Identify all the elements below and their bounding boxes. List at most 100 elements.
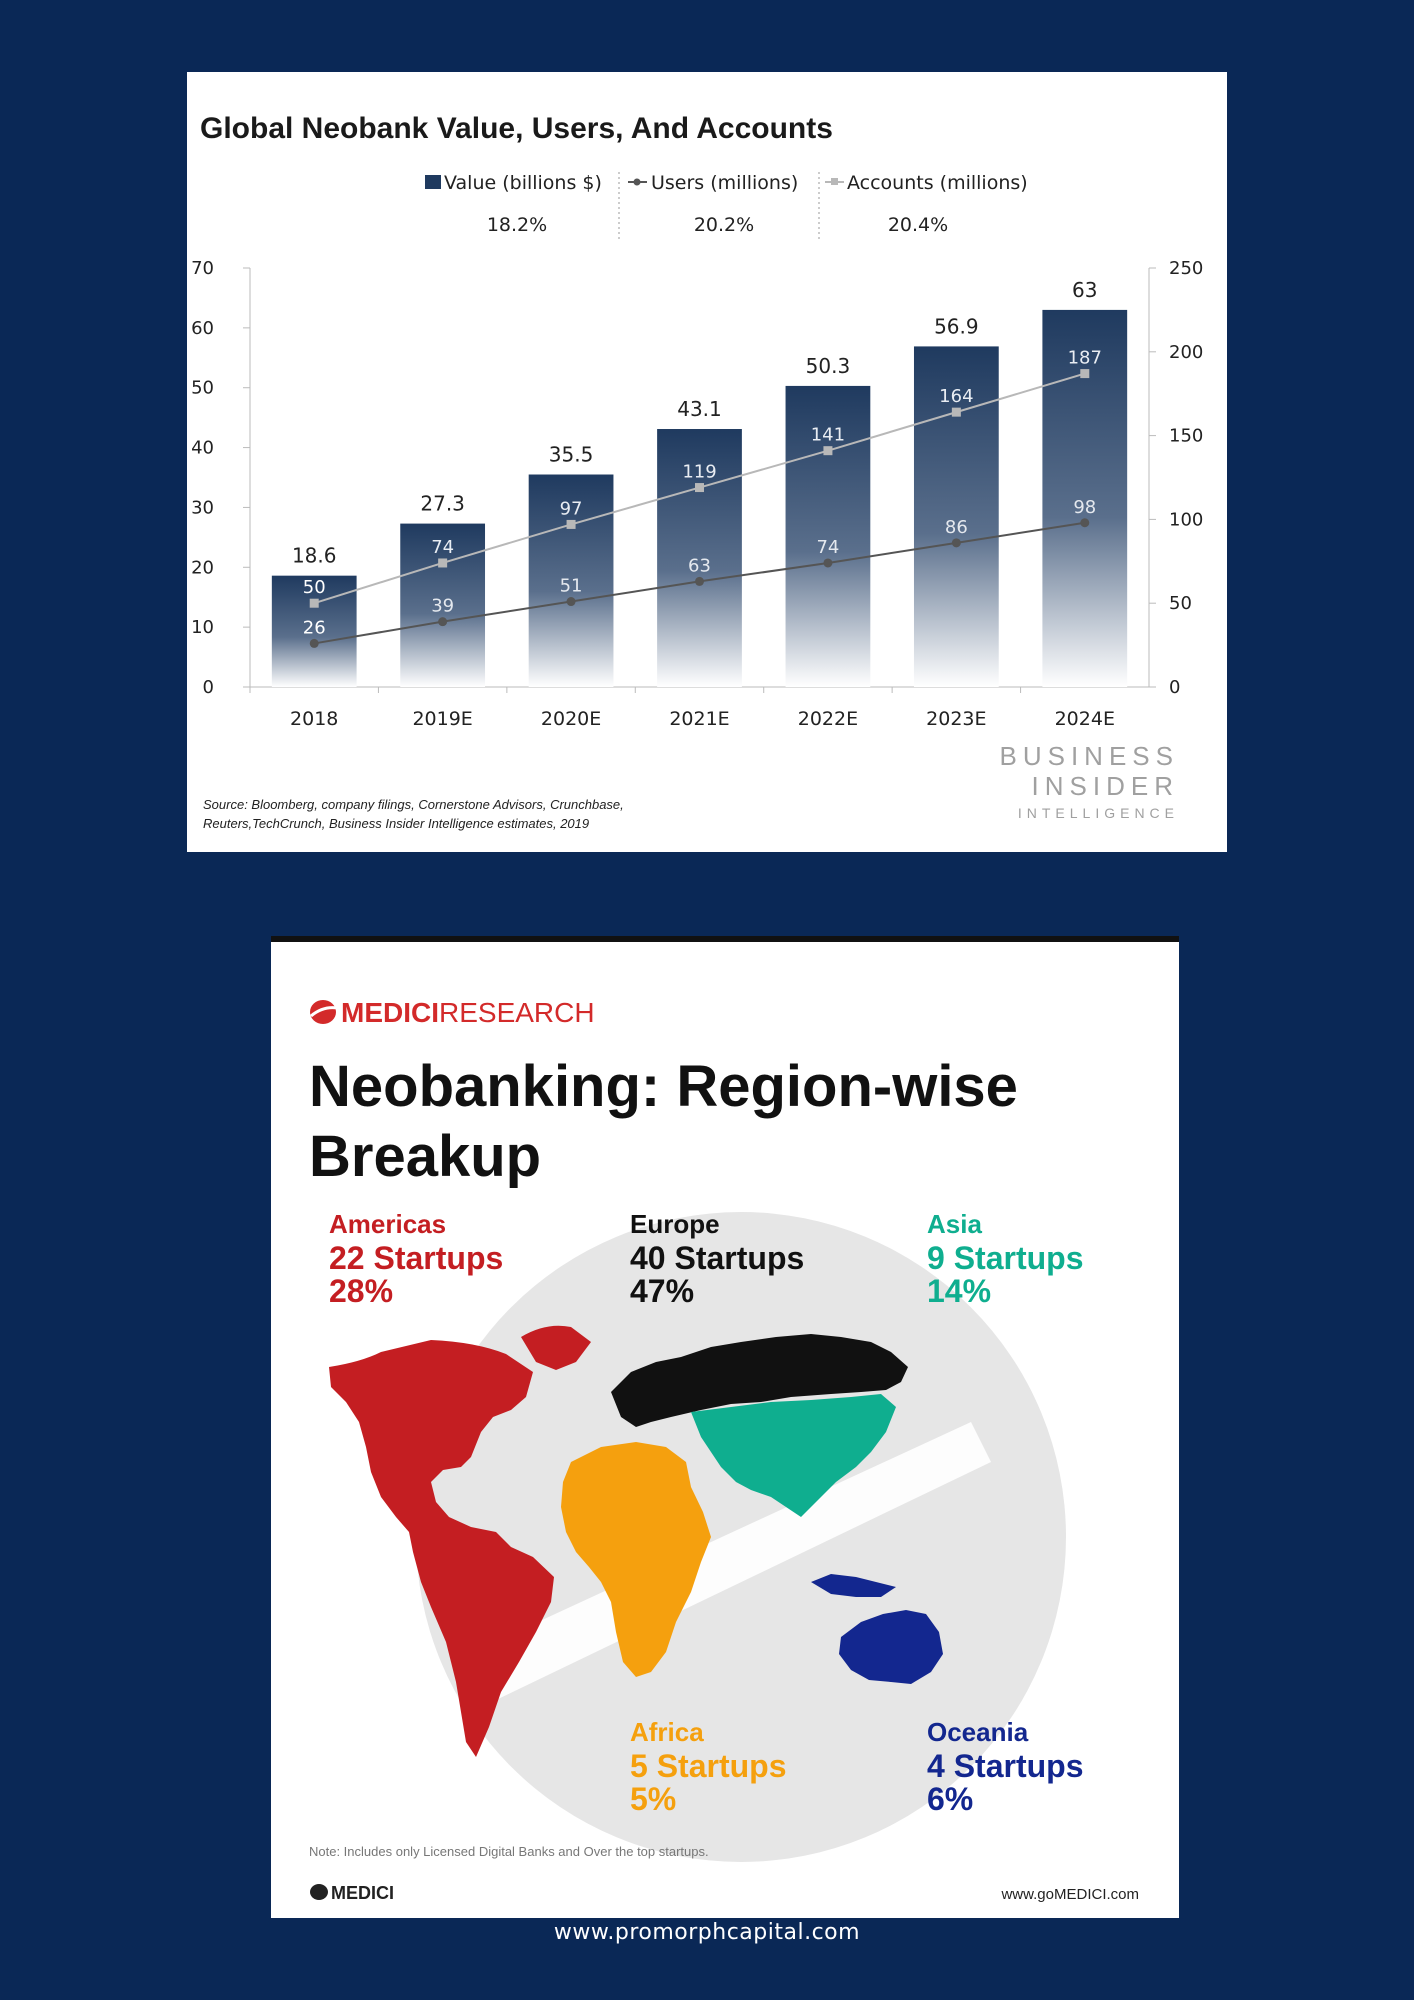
value-bar-label: 56.9 — [934, 314, 979, 338]
accounts-point — [695, 483, 704, 493]
x-axis-tick-label: 2023E — [926, 708, 986, 730]
value-bar-label: 35.5 — [549, 443, 594, 467]
x-axis-tick-label: 2018 — [290, 708, 338, 730]
value-bar-label: 43.1 — [677, 397, 722, 421]
region-name: Europe — [630, 1209, 720, 1239]
accounts-point — [1080, 369, 1090, 379]
users-point-label: 63 — [688, 555, 711, 576]
legend-users-label: Users (millions) — [651, 172, 798, 194]
chart-legend: Value (billions $) Users (millions) Acco… — [425, 172, 1028, 242]
accounts-point-label: 164 — [939, 386, 973, 407]
left-axis-tick-label: 50 — [191, 378, 214, 399]
left-axis-tick-label: 10 — [191, 617, 214, 638]
brand-logo-line1: BUSINESS — [1000, 741, 1180, 771]
region-startups: 22 Startups — [329, 1240, 503, 1276]
cagr-value: 18.2% — [487, 214, 547, 236]
accounts-point — [823, 446, 833, 456]
users-point-label: 26 — [303, 617, 326, 638]
x-axis-tick-label: 2024E — [1055, 708, 1115, 730]
legend-users-dot — [633, 178, 641, 186]
users-point-label: 39 — [431, 596, 454, 617]
value-bar-label: 50.3 — [806, 354, 851, 378]
region-breakup-panel: MEDICIRESEARCH Neobanking: Region-wise B… — [271, 936, 1179, 1918]
americas-greenland-shape — [521, 1325, 591, 1370]
accounts-point — [309, 598, 319, 608]
accounts-point-label: 50 — [303, 577, 326, 598]
medici-logo-icon-swoosh — [310, 1006, 338, 1018]
region-name: Oceania — [927, 1717, 1029, 1747]
medici-footer-logo-icon — [310, 1884, 328, 1900]
source-note-2: Reuters,TechCrunch, Business Insider Int… — [203, 816, 589, 831]
accounts-point-label: 97 — [560, 498, 583, 519]
users-point-label: 74 — [816, 537, 839, 558]
legend-accounts-dot — [831, 178, 838, 185]
users-point — [695, 576, 704, 586]
accounts-point — [438, 558, 448, 568]
right-axis-tick-label: 50 — [1169, 593, 1192, 614]
left-axis-tick-label: 60 — [191, 318, 214, 339]
legend-value-label: Value (billions $) — [444, 172, 602, 194]
x-axis-tick-label: 2020E — [541, 708, 601, 730]
region-share: 14% — [927, 1273, 991, 1309]
value-bar — [657, 429, 742, 687]
users-point-label: 98 — [1073, 497, 1096, 518]
region-name: Africa — [630, 1717, 704, 1747]
infographic-note: Note: Includes only Licensed Digital Ban… — [309, 1844, 709, 1859]
infographic-title-line1: Neobanking: Region-wise — [309, 1054, 1018, 1119]
left-axis-tick-label: 30 — [191, 497, 214, 518]
left-axis-tick-label: 20 — [191, 557, 214, 578]
brand-logo-line2: INSIDER — [1032, 771, 1179, 801]
left-axis-tick-label: 40 — [191, 438, 214, 459]
infographic-title-line2: Breakup — [309, 1124, 541, 1189]
brand-logo-line3: INTELLIGENCE — [1018, 805, 1179, 821]
region-infographic: MEDICIRESEARCH Neobanking: Region-wise B… — [309, 997, 1139, 1903]
africa-map-shape — [561, 1442, 711, 1677]
cagr-accounts: 20.4% — [888, 214, 948, 236]
right-axis-tick-label: 200 — [1169, 342, 1203, 363]
medici-footer-url: www.goMEDICI.com — [1000, 1886, 1139, 1903]
region-label-africa: Africa 5 Startups 5% — [630, 1717, 786, 1817]
plot-area: 0 10 20 30 40 50 60 70 0 50 100 150 200 250 18.6 27.3 35… — [191, 258, 1203, 730]
neobank-chart-panel: Global Neobank Value, Users, And Account… — [187, 72, 1227, 852]
region-startups: 9 Startups — [927, 1240, 1083, 1276]
region-name: Asia — [927, 1209, 982, 1239]
right-axis-tick-label: 100 — [1169, 509, 1203, 530]
region-startups: 5 Startups — [630, 1748, 786, 1784]
x-axis-tick-label: 2021E — [669, 708, 729, 730]
left-axis-tick-label: 0 — [203, 677, 214, 698]
region-share: 47% — [630, 1273, 694, 1309]
oceania-islands-shape — [811, 1574, 896, 1597]
oceania-map-shape — [839, 1610, 943, 1684]
americas-map-shape — [329, 1340, 554, 1757]
region-startups: 40 Startups — [630, 1240, 804, 1276]
region-label-asia: Asia 9 Startups 14% — [927, 1209, 1083, 1309]
accounts-point-label: 141 — [811, 425, 845, 446]
value-bar — [400, 523, 486, 687]
cagr-users: 20.2% — [694, 214, 754, 236]
neobank-chart: Global Neobank Value, Users, And Account… — [191, 112, 1203, 831]
medici-logo-icon — [310, 1000, 336, 1024]
value-bar-label: 63 — [1072, 278, 1097, 302]
accounts-point-label: 119 — [682, 462, 716, 483]
globe-swoosh — [451, 1422, 991, 1712]
region-label-oceania: Oceania 4 Startups 6% — [927, 1717, 1083, 1817]
europe-map-shape — [611, 1334, 908, 1427]
users-point — [309, 638, 319, 648]
medici-brand: MEDICIRESEARCH — [341, 997, 595, 1028]
legend-value-swatch — [425, 175, 441, 189]
users-point — [951, 538, 961, 548]
value-bar — [785, 385, 871, 687]
accounts-point — [566, 519, 576, 529]
value-bar-label: 27.3 — [420, 492, 465, 516]
asia-map-shape — [691, 1394, 896, 1517]
medici-footer-brand: MEDICI — [331, 1883, 394, 1903]
right-axis-tick-label: 0 — [1169, 677, 1180, 698]
left-axis-tick-label: 70 — [191, 258, 214, 279]
right-axis-tick-label: 250 — [1169, 258, 1203, 279]
site-url[interactable]: www.promorphcapital.com — [553, 1920, 861, 1945]
accounts-point-label: 187 — [1068, 348, 1102, 369]
accounts-point-label: 74 — [431, 537, 454, 558]
x-axis-tick-label: 2022E — [798, 708, 858, 730]
accounts-point — [951, 407, 961, 417]
region-share: 28% — [329, 1273, 393, 1309]
